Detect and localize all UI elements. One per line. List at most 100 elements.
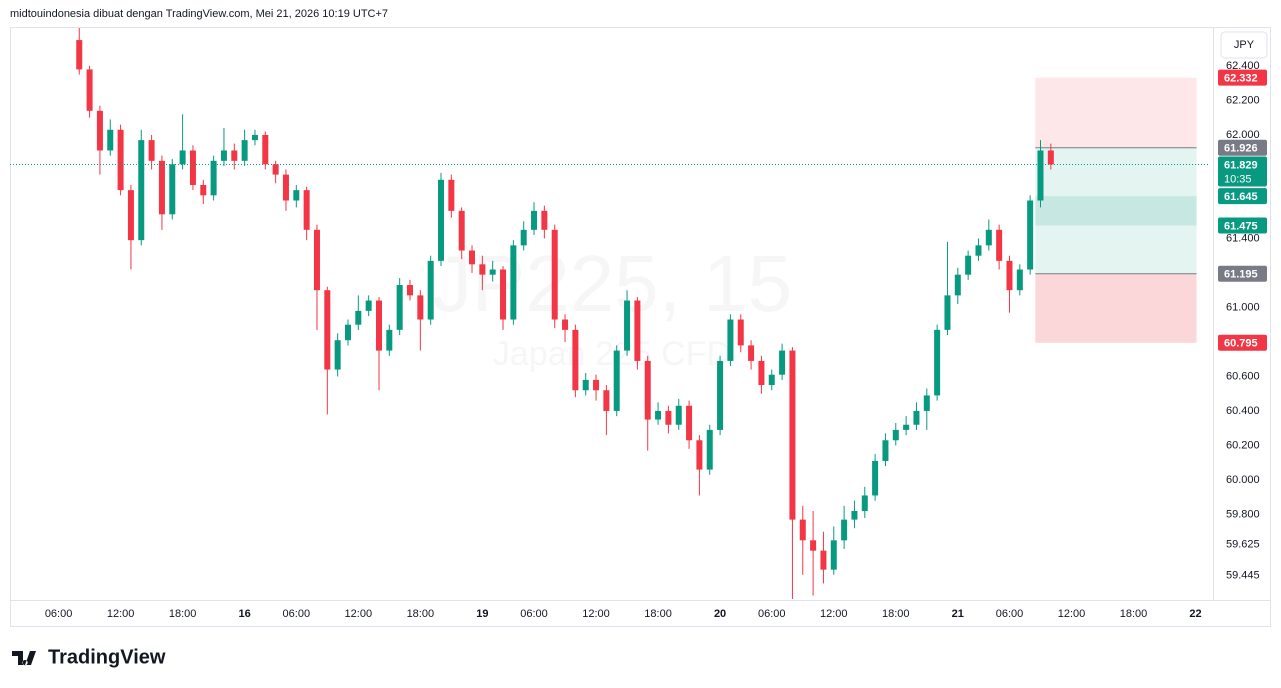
- candle: [696, 435, 703, 496]
- candle-body: [313, 229, 320, 291]
- candle-body: [882, 440, 889, 461]
- candle: [469, 245, 476, 273]
- candle-body: [686, 405, 693, 441]
- candle-body: [1047, 150, 1054, 165]
- y-tick-label: 59.800: [1226, 508, 1260, 520]
- price-label-bg: [1218, 188, 1267, 205]
- candle: [396, 278, 403, 336]
- candle: [551, 224, 558, 329]
- candle: [1006, 255, 1013, 313]
- candle: [375, 297, 382, 391]
- y-tick-label: 60.000: [1226, 474, 1260, 486]
- candle-body: [551, 229, 558, 320]
- candle-body: [169, 164, 176, 215]
- candle: [861, 486, 868, 518]
- candle: [748, 340, 755, 370]
- candle-body: [934, 329, 941, 396]
- candle: [427, 255, 434, 325]
- candle-body: [655, 410, 662, 420]
- candle: [148, 134, 155, 170]
- x-tick-label: 18:00: [644, 608, 672, 620]
- watermark-sub: Japan 225 CFD: [493, 335, 731, 373]
- countdown: 10:35: [1224, 173, 1252, 185]
- candle-body: [479, 264, 486, 275]
- candle-body: [520, 229, 527, 246]
- candle: [799, 505, 806, 575]
- x-tick-label: 06:00: [520, 608, 548, 620]
- candle-body: [179, 150, 186, 165]
- candle-body: [541, 210, 548, 230]
- candle: [282, 169, 289, 211]
- candle-body: [127, 190, 134, 241]
- candle: [779, 343, 786, 380]
- candle: [448, 174, 455, 218]
- candle: [655, 402, 662, 425]
- candle-body: [262, 134, 269, 165]
- candle-body: [872, 460, 879, 496]
- x-tick-label: 12:00: [1058, 608, 1086, 620]
- candle: [572, 324, 579, 398]
- candle: [965, 250, 972, 280]
- currency-label[interactable]: JPY: [1234, 39, 1255, 51]
- candle-body: [158, 160, 165, 215]
- candle-body: [231, 150, 238, 161]
- candle-body: [375, 300, 382, 351]
- candle-body: [86, 69, 93, 111]
- candle: [262, 131, 269, 170]
- candle: [500, 266, 507, 330]
- candle: [934, 324, 941, 401]
- candle: [220, 128, 227, 166]
- y-tick-label: 60.400: [1226, 405, 1260, 417]
- x-tick-label: 06:00: [758, 608, 786, 620]
- currency-button[interactable]: [1220, 31, 1268, 59]
- y-tick-label: 61.400: [1226, 232, 1260, 244]
- candle-body: [954, 274, 961, 296]
- y-tick-label: 60.600: [1226, 370, 1260, 382]
- candle: [241, 129, 248, 166]
- x-tick-label: 06:00: [996, 608, 1024, 620]
- candle-body: [789, 350, 796, 520]
- x-tick-label: 19: [476, 608, 488, 620]
- candle: [727, 314, 734, 367]
- x-tick-label: 06:00: [283, 608, 311, 620]
- candle-body: [489, 269, 496, 275]
- brand-name: TradingView: [48, 646, 166, 668]
- candle-body: [355, 310, 362, 325]
- candle: [96, 105, 103, 175]
- candle-body: [696, 440, 703, 470]
- x-tick-label: 22: [1189, 608, 1201, 620]
- candle-body: [841, 519, 848, 541]
- x-tick-label: 21: [952, 608, 964, 620]
- candle: [923, 388, 930, 430]
- candle-body: [469, 250, 476, 265]
- candle: [717, 355, 724, 436]
- candle: [975, 238, 982, 261]
- candle: [872, 454, 879, 501]
- candle: [634, 297, 641, 370]
- candle-body: [562, 319, 569, 330]
- candle-body: [644, 360, 651, 420]
- candle-body: [727, 319, 734, 361]
- candle: [365, 295, 372, 317]
- y-tick-label: 59.625: [1226, 539, 1260, 551]
- candle-body: [613, 350, 620, 411]
- y-tick-label: 61.000: [1226, 301, 1260, 313]
- candle-body: [241, 140, 248, 161]
- candle-body: [830, 540, 837, 570]
- candle: [593, 374, 600, 401]
- y-tick-label: 62.400: [1226, 60, 1260, 72]
- candle: [117, 124, 124, 196]
- candle-body: [148, 140, 155, 161]
- candle-body: [634, 300, 641, 361]
- candle: [789, 347, 796, 599]
- price-label: 62.332: [1224, 73, 1258, 85]
- y-tick-label: 62.000: [1226, 129, 1260, 141]
- header: midtouindonesia dibuat dengan TradingVie…: [10, 8, 388, 20]
- candle: [86, 65, 93, 118]
- candle: [489, 260, 496, 282]
- price-label: 61.645: [1224, 191, 1258, 203]
- candle: [582, 372, 589, 396]
- candle-body: [944, 295, 951, 330]
- x-tick-label: 16: [239, 608, 251, 620]
- candle: [810, 510, 817, 596]
